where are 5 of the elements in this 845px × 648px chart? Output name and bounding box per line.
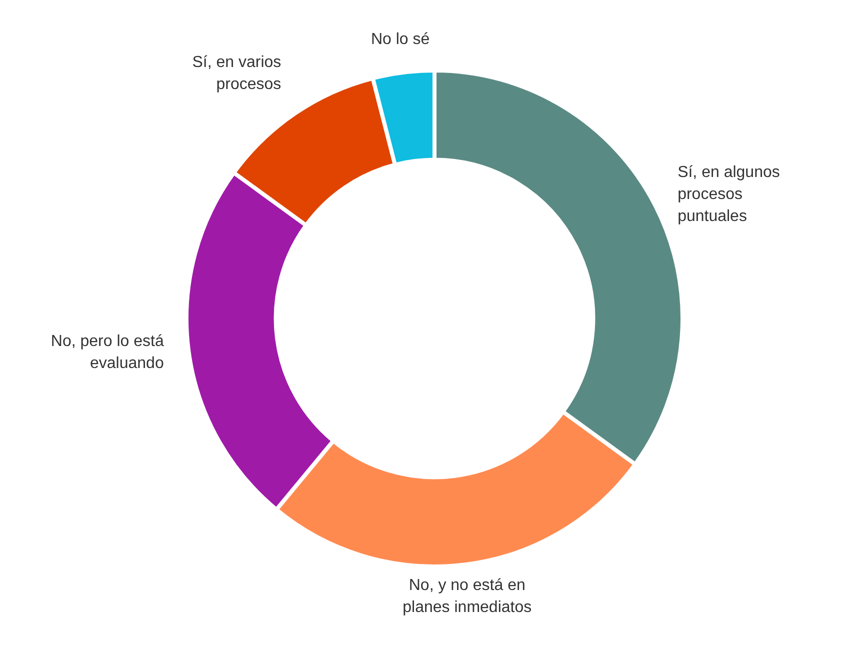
slice-label: Sí, en algunos procesos puntuales [678, 164, 780, 226]
slice-label: No, y no está en planes inmediatos [402, 576, 532, 616]
slice-label: Sí, en varios procesos [192, 54, 282, 93]
slice-label: No, pero lo está evaluando [50, 333, 164, 372]
slice-label: No lo sé [370, 30, 430, 48]
